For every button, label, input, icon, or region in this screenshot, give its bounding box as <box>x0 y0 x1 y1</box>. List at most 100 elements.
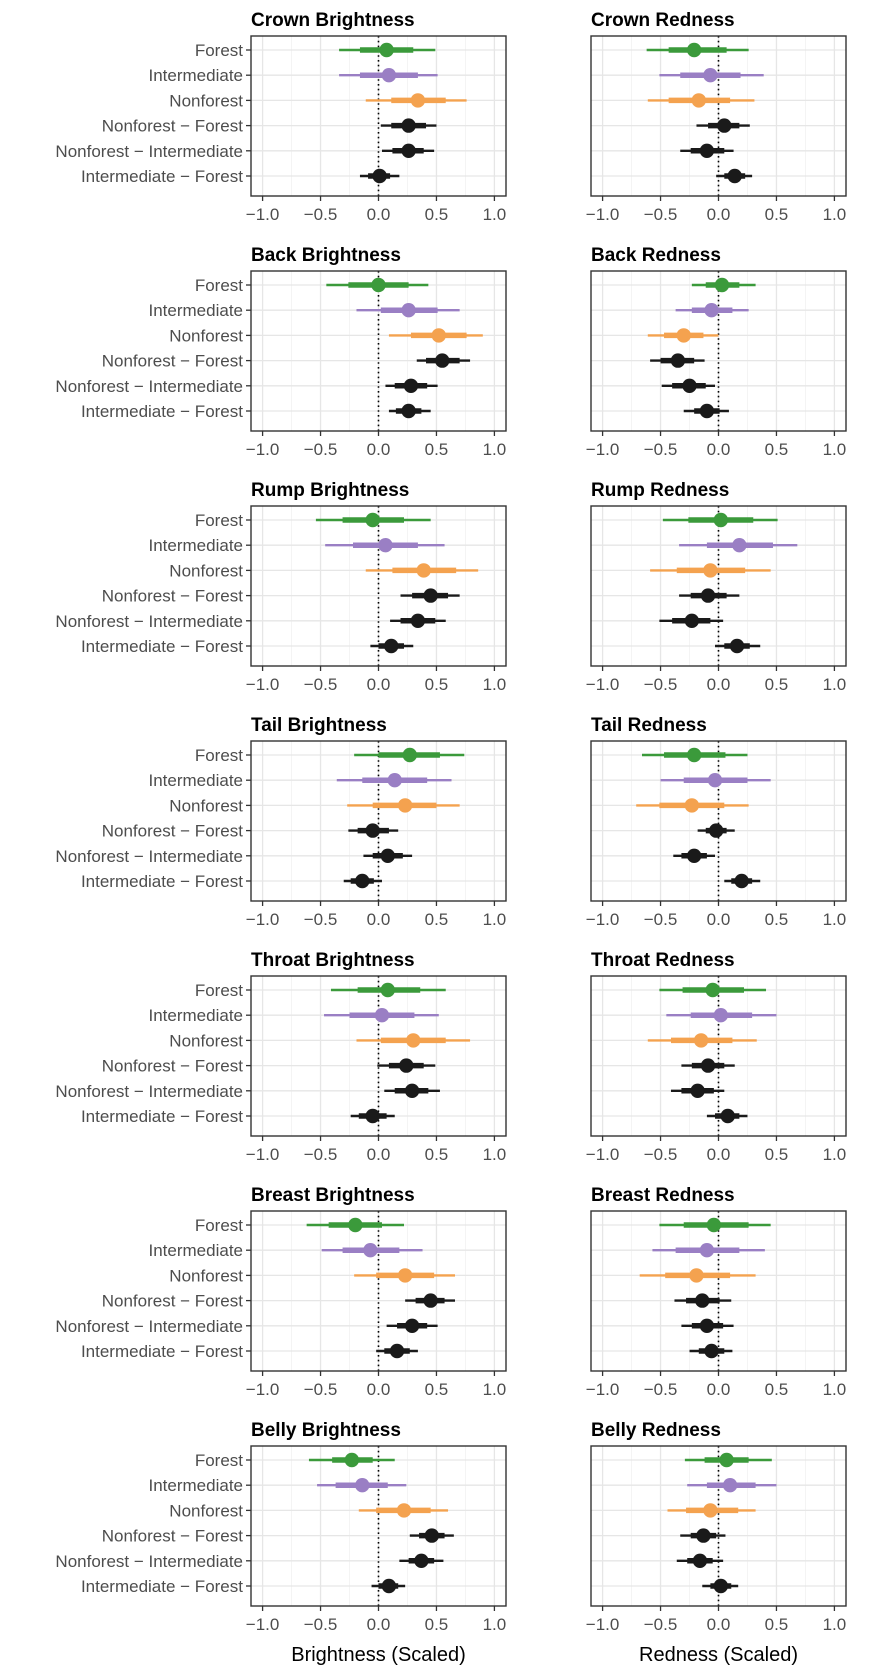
x-tick-label: 1.0 <box>483 1615 507 1634</box>
x-tick-label: −1.0 <box>246 440 280 459</box>
row-label: Intermediate <box>149 1241 244 1260</box>
x-tick-label: 0.0 <box>707 675 731 694</box>
x-tick-label: −0.5 <box>644 440 678 459</box>
row-label: Nonforest − Intermediate <box>55 377 243 396</box>
point-estimate <box>384 638 399 654</box>
row-label: Intermediate − Forest <box>81 637 243 656</box>
point-estimate <box>401 403 416 419</box>
point-estimate <box>720 1108 735 1124</box>
point-estimate <box>684 613 700 628</box>
point-estimate <box>705 982 720 998</box>
point-estimate <box>727 168 742 184</box>
row-label: Nonforest <box>169 1501 243 1520</box>
row-label: Intermediate − Forest <box>81 1577 243 1596</box>
x-tick-label: −0.5 <box>644 205 678 224</box>
panel-title: Breast Redness <box>591 1185 735 1206</box>
point-estimate <box>371 277 386 293</box>
panel-title: Tail Brightness <box>251 715 387 736</box>
point-estimate <box>690 1083 705 1099</box>
point-estimate <box>686 848 702 863</box>
panel-title: Rump Brightness <box>251 480 409 501</box>
point-estimate <box>691 93 706 108</box>
point-estimate <box>374 1008 390 1023</box>
row-label: Intermediate <box>149 1006 244 1025</box>
point-estimate <box>703 1503 718 1518</box>
row-label: Nonforest <box>169 91 243 110</box>
panel-title: Throat Redness <box>591 950 735 971</box>
point-estimate <box>696 1528 711 1543</box>
x-tick-label: 1.0 <box>823 1380 847 1399</box>
row-label: Intermediate <box>149 1476 244 1495</box>
x-tick-label: 0.0 <box>367 205 391 224</box>
point-estimate <box>378 538 393 553</box>
point-estimate <box>699 1318 715 1334</box>
facet-crown-brightness: Crown Brightness Forest Intermediate Nonfor… <box>55 10 507 224</box>
point-estimate <box>355 1478 370 1493</box>
x-tick-label: 0.5 <box>765 675 789 694</box>
point-estimate <box>707 773 723 788</box>
point-estimate <box>703 563 718 578</box>
facet-throat-redness: Throat Redness −1.0 −0.5 0.0 0.5 1.0 <box>586 950 847 1164</box>
panel-title: Breast Brightness <box>251 1185 415 1206</box>
x-tick-label: −1.0 <box>586 440 620 459</box>
x-tick-label: 0.5 <box>425 1615 449 1634</box>
point-estimate <box>699 143 715 158</box>
point-estimate <box>344 1452 360 1468</box>
point-estimate <box>695 1293 710 1308</box>
point-estimate <box>403 378 419 393</box>
x-tick-label: 0.0 <box>367 675 391 694</box>
x-tick-label: −0.5 <box>644 1615 678 1634</box>
point-estimate <box>700 588 716 603</box>
point-estimate <box>686 42 702 58</box>
x-tick-label: −1.0 <box>246 675 280 694</box>
row-label: Nonforest − Forest <box>102 117 244 136</box>
point-estimate <box>380 982 395 998</box>
x-tick-label: 1.0 <box>483 675 507 694</box>
x-tick-label: −0.5 <box>644 675 678 694</box>
panel-title: Belly Brightness <box>251 1420 401 1441</box>
x-tick-label: −1.0 <box>586 1380 620 1399</box>
point-estimate <box>404 1318 420 1334</box>
point-estimate <box>717 118 732 133</box>
facet-crown-redness: Crown Redness −1.0 −0.5 0.0 0.5 1.0 <box>586 10 847 224</box>
row-label: Intermediate <box>149 301 244 320</box>
point-estimate <box>689 1268 704 1283</box>
row-label: Forest <box>195 41 243 60</box>
point-estimate <box>704 303 719 318</box>
x-tick-label: 0.0 <box>707 1145 731 1164</box>
x-axis-title: Brightness (Scaled) <box>291 1644 466 1666</box>
row-label: Intermediate − Forest <box>81 402 243 421</box>
row-label: Intermediate − Forest <box>81 872 243 891</box>
point-estimate <box>732 538 747 553</box>
row-label: Intermediate − Forest <box>81 1107 243 1126</box>
x-tick-label: 0.5 <box>425 440 449 459</box>
point-estimate <box>379 42 394 58</box>
point-estimate <box>381 1578 397 1594</box>
facet-belly-brightness: Belly Brightness Forest Intermediate Nonfor… <box>55 1420 507 1634</box>
point-estimate <box>670 353 686 368</box>
x-tick-label: 1.0 <box>483 205 507 224</box>
row-label: Forest <box>195 276 243 295</box>
facet-rump-brightness: Rump Brightness Forest Intermediate Nonfore… <box>55 480 507 694</box>
x-tick-label: 0.0 <box>707 440 731 459</box>
panel-title: Throat Brightness <box>251 950 415 971</box>
x-tick-label: 0.5 <box>425 910 449 929</box>
x-tick-label: 0.5 <box>425 1380 449 1399</box>
point-estimate <box>682 378 697 393</box>
row-label: Nonforest − Intermediate <box>55 1552 243 1571</box>
point-estimate <box>423 588 438 603</box>
facet-breast-redness: Breast Redness −1.0 −0.5 0.0 0.5 1.0 <box>586 1185 847 1399</box>
row-label: Nonforest <box>169 561 243 580</box>
facet-tail-brightness: Tail Brightness Forest Intermediate Nonfore… <box>55 715 507 929</box>
point-estimate <box>396 1503 412 1518</box>
x-tick-label: −1.0 <box>246 205 280 224</box>
point-estimate <box>381 68 397 83</box>
point-estimate <box>401 303 416 318</box>
x-tick-label: 0.0 <box>367 1380 391 1399</box>
x-tick-label: −1.0 <box>586 675 620 694</box>
point-estimate <box>693 1033 709 1048</box>
x-tick-label: −1.0 <box>246 1380 280 1399</box>
row-label: Nonforest − Intermediate <box>55 612 243 631</box>
x-tick-label: 0.0 <box>367 1145 391 1164</box>
row-label: Nonforest <box>169 326 243 345</box>
